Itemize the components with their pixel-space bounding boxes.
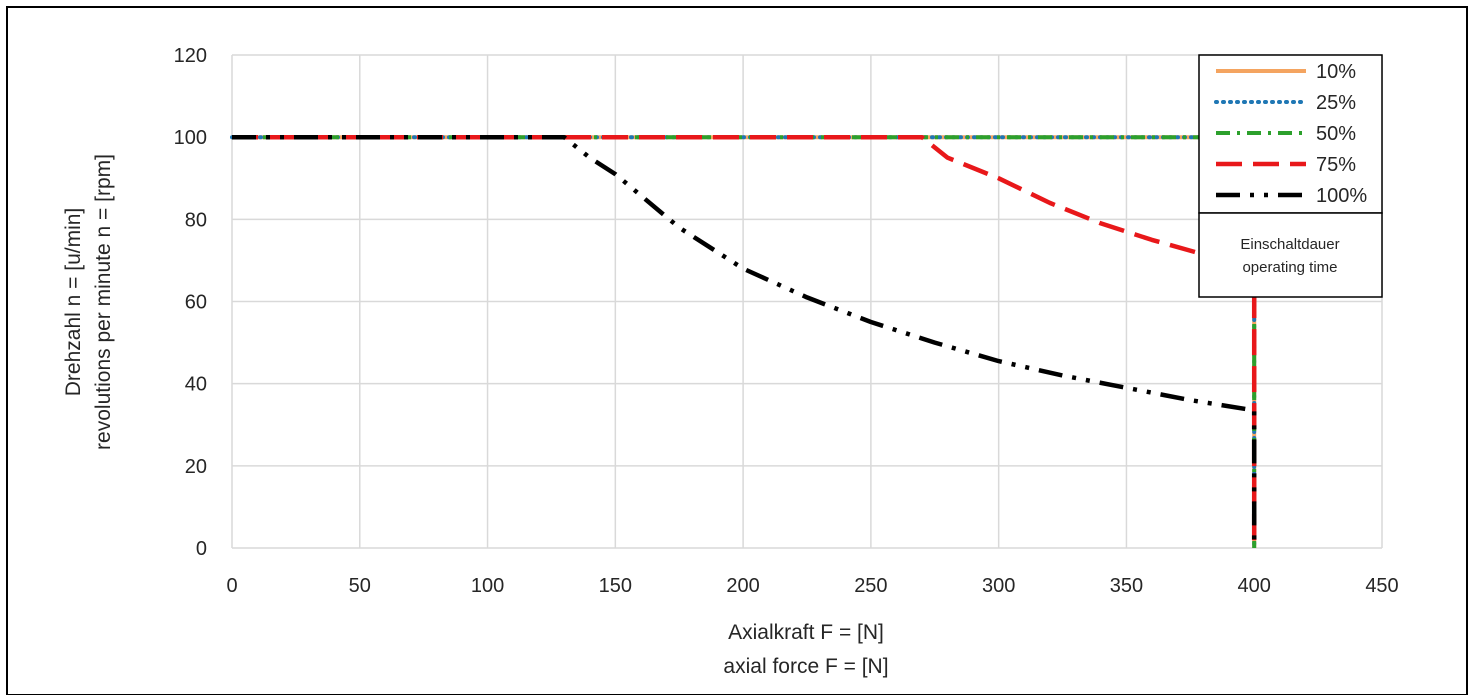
- y-tick-label: 40: [185, 374, 207, 396]
- legend-label: 100%: [1316, 185, 1367, 207]
- x-tick-label: 50: [349, 575, 371, 597]
- y-tick-label: 0: [196, 538, 207, 560]
- x-tick-label: 450: [1365, 575, 1398, 597]
- x-tick-label: 300: [982, 575, 1015, 597]
- legend-label: 10%: [1316, 61, 1356, 83]
- y-tick-label: 60: [185, 292, 207, 314]
- x-tick-label: 100: [471, 575, 504, 597]
- x-tick-label: 200: [726, 575, 759, 597]
- x-tick-label: 250: [854, 575, 887, 597]
- x-tick-label: 350: [1110, 575, 1143, 597]
- legend-note-line-2: operating time: [1242, 259, 1337, 276]
- x-tick-label: 150: [599, 575, 632, 597]
- y-tick-label: 100: [174, 127, 207, 149]
- legend-label: 25%: [1316, 92, 1356, 114]
- legend-label: 75%: [1316, 154, 1356, 176]
- x-axis-title-line-1: Axialkraft F = [N]: [728, 621, 884, 644]
- series-line-5: [232, 134, 1257, 548]
- legend-note-line-1: Einschaltdauer: [1240, 236, 1339, 253]
- x-axis-title-line-2: axial force F = [N]: [723, 655, 888, 678]
- x-tick-label: 0: [226, 575, 237, 597]
- legend-note-box: [1198, 212, 1383, 298]
- legend-label: 50%: [1316, 123, 1356, 145]
- x-tick-label: 400: [1238, 575, 1271, 597]
- tick-labels: 0 50 100 150 200 250 300 350 400 450 0 20 40 60 80 100 1…: [174, 45, 1399, 597]
- y-tick-label: 20: [185, 456, 207, 478]
- y-tick-label: 120: [174, 45, 207, 67]
- y-tick-label: 80: [185, 209, 207, 231]
- y-axis-title-line-1: Drehzahl n = [u/min]: [62, 208, 85, 397]
- y-axis-title-line-2: revolutions per minute n = [rpm]: [92, 154, 115, 450]
- legend: 10% 25% 50% 75% 100% Einschaltdauer operatin…: [1198, 54, 1383, 298]
